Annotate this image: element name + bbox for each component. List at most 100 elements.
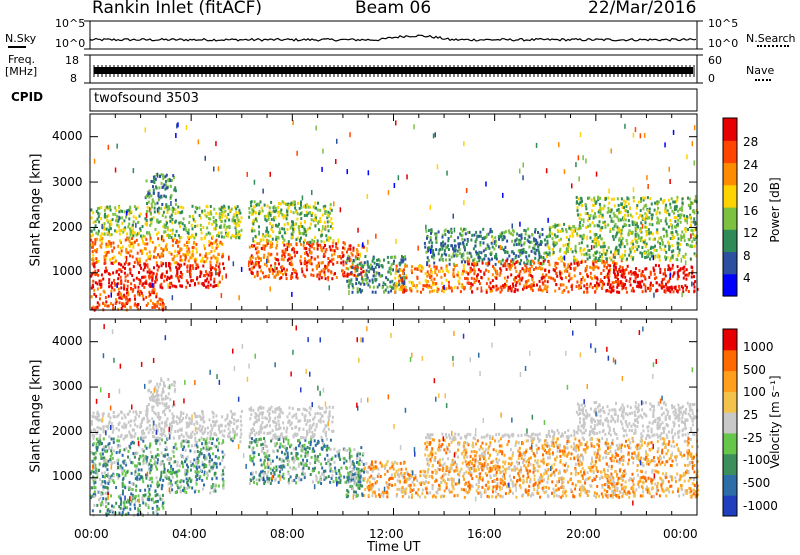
echo-cell [642,290,644,293]
echo-cell [179,275,181,278]
echo-cell [561,283,563,286]
echo-cell [444,273,446,276]
echo-cell [681,209,683,212]
echo-cell [535,267,537,270]
echo-cell [686,215,688,218]
echo-cell [591,245,593,250]
echo-cell [452,273,454,276]
cpid-strip-frame [90,89,697,111]
echo-cell [130,288,132,291]
echo-cell [152,241,154,244]
echo-cell [578,227,580,230]
echo-cell [549,276,551,279]
echo-cell [324,265,326,268]
echo-cell [162,479,164,482]
echo-cell [104,471,106,474]
echo-cell [542,233,544,236]
echo-cell [435,248,437,251]
echo-cell [459,248,461,251]
echo-cell [508,255,510,258]
echo-cell [351,266,353,269]
echo-cell [128,236,130,239]
echo-cell [642,207,644,210]
echo-cell [174,250,176,253]
echo-cell [525,280,527,283]
echo-cell [306,265,308,268]
echo-cell [362,270,364,273]
echo-cell [149,446,151,449]
echo-cell [461,285,463,288]
echo-cell [127,293,129,296]
echo-cell [276,241,278,244]
echo-cell [646,231,648,234]
echo-cell [281,269,283,272]
echo-cell [428,265,430,268]
echo-cell [361,277,363,280]
echo-cell [582,237,584,240]
echo-cell [520,259,522,262]
echo-cell [518,234,520,237]
echo-cell [431,245,433,248]
echo-cell [219,462,221,465]
echo-cell [256,272,258,275]
echo-cell [270,214,272,217]
echo-cell [252,237,254,242]
echo-cell [305,247,307,250]
echo-cell [288,253,290,256]
echo-cell [631,289,633,292]
echo-cell [134,456,136,459]
echo-cell [194,283,196,286]
echo-cell [211,442,213,445]
echo-cell [608,279,610,282]
echo-cell [504,264,506,267]
echo-cell [123,448,125,451]
echo-cell [351,271,353,274]
echo-cell [560,256,562,259]
echo-cell [445,229,447,232]
echo-cell [197,457,199,460]
echo-cell [215,414,217,417]
echo-cell [164,223,166,226]
echo-cell [159,175,161,178]
echo-cell [526,286,528,289]
echo-cell [263,276,265,279]
echo-cell [327,214,329,217]
echo-cell [215,141,217,146]
echo-cell [622,269,624,272]
echo-cell [300,217,302,220]
echo-cell [303,205,305,208]
echo-cell [208,222,210,225]
echo-cell [673,286,675,289]
echo-cell [683,277,685,280]
echo-cell [519,253,521,256]
echo-cell [592,221,594,224]
echo-cell [288,204,290,207]
echo-cell [221,242,223,245]
echo-cell [315,207,317,210]
echo-cell [612,281,614,284]
echo-cell [166,222,168,225]
echo-cell [120,229,122,232]
echo-cell [519,282,521,285]
echo-cell [129,268,131,271]
echo-cell [178,267,180,270]
echo-cell [107,482,109,485]
echo-cell [115,260,117,263]
echo-cell [111,453,113,456]
echo-cell [190,480,192,483]
echo-cell [594,224,596,227]
echo-cell [599,220,601,223]
echo-cell [133,279,135,282]
echo-cell [210,284,212,287]
echo-cell [568,227,570,230]
echo-cell [523,163,525,168]
echo-cell [217,282,219,287]
echo-cell [333,258,335,261]
echo-cell [557,235,559,238]
echo-cell [645,285,647,290]
echo-cell [118,251,120,254]
echo-cell [122,246,124,249]
echo-cell [151,283,153,288]
echo-cell [309,248,311,251]
echo-cell [186,125,188,130]
